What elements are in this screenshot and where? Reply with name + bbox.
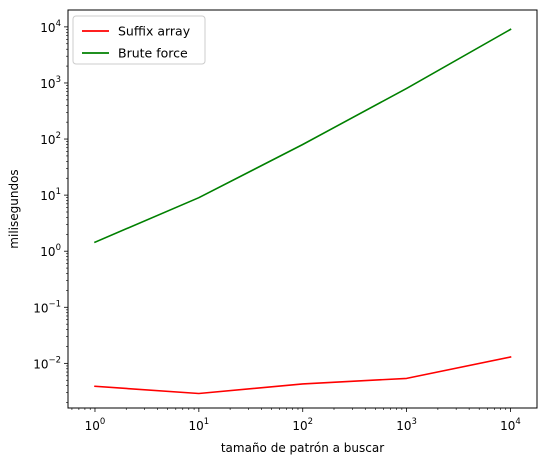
y-tick-label: 101 (40, 187, 61, 203)
x-tick-label: 103 (396, 417, 417, 433)
x-tick-label: 102 (292, 417, 313, 433)
legend-label: Brute force (118, 46, 188, 61)
y-tick-label: 100 (40, 243, 61, 259)
x-tick-label: 104 (500, 417, 521, 433)
x-axis-label: tamaño de patrón a buscar (221, 441, 384, 455)
series-layer (93, 28, 512, 395)
major-ticks: 100 101 102 103 104 10−2 10−1 100 101 102 103 104 (33, 19, 521, 433)
legend: Suffix array Brute force (72, 15, 206, 65)
y-tick-label: 102 (40, 131, 61, 147)
y-tick-label: 103 (40, 75, 61, 91)
y-axis-label: milisegundos (7, 169, 21, 248)
x-tick-label: 100 (85, 417, 106, 433)
y-tick-label: 104 (40, 19, 61, 35)
y-tick-label: 10−2 (33, 355, 61, 371)
x-tick-label: 101 (188, 417, 209, 433)
legend-box (72, 15, 206, 65)
y-tick-label: 10−1 (33, 299, 61, 315)
series-line-0 (94, 356, 512, 395)
legend-label: Suffix array (118, 24, 191, 39)
series-line-1 (93, 28, 512, 244)
plot-frame (67, 9, 538, 409)
minor-ticks (66, 29, 507, 410)
